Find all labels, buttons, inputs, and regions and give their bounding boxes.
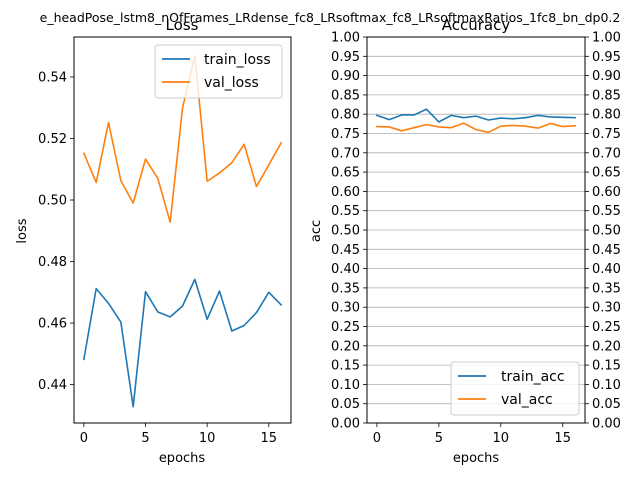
y-tick-label-4: 0.52 bbox=[38, 132, 67, 147]
y-right-tick-label-18: 0.90 bbox=[592, 69, 621, 84]
y-tick-label-5: 0.54 bbox=[38, 70, 67, 85]
train_acc-line bbox=[375, 108, 576, 123]
y-tick-label-3: 0.15 bbox=[331, 359, 360, 374]
y-tick-label-14: 0.70 bbox=[331, 146, 360, 161]
accuracy-legend-label-train: train_acc bbox=[501, 369, 565, 385]
loss-series-lines bbox=[82, 54, 283, 408]
y-tick-label-9: 0.45 bbox=[331, 243, 360, 258]
accuracy-series-lines bbox=[375, 108, 576, 134]
y-right-tick-label-0: 0.00 bbox=[592, 417, 621, 432]
y-tick-label-19: 0.95 bbox=[331, 50, 360, 65]
accuracy-y-axis-label: acc bbox=[309, 220, 324, 242]
y-tick-label-8: 0.40 bbox=[331, 262, 360, 277]
accuracy-legend: train_acc val_acc bbox=[450, 361, 580, 416]
y-tick-label-0: 0.44 bbox=[38, 378, 67, 393]
x-tick-label-2: 10 bbox=[492, 431, 509, 446]
val_acc-line bbox=[376, 122, 576, 134]
y-tick-label-1: 0.46 bbox=[38, 317, 67, 332]
y-tick-label-1: 0.05 bbox=[331, 397, 360, 412]
loss-legend-label-train: train_loss bbox=[204, 52, 271, 68]
y-right-tick-label-14: 0.70 bbox=[592, 146, 621, 161]
y-right-tick-label-17: 0.85 bbox=[592, 88, 621, 103]
y-right-tick-label-8: 0.40 bbox=[592, 262, 621, 277]
accuracy-panel: Accuracy 0 5 10 15 0.00 0.00 0.05 0.05 0.10 0.10… bbox=[309, 16, 621, 466]
y-right-tick-label-20: 1.00 bbox=[592, 31, 621, 46]
y-right-tick-label-1: 0.05 bbox=[592, 397, 621, 412]
figure-suptitle: e_headPose_lstm8_nOfFrames_LRdense_fc8_L… bbox=[40, 10, 621, 25]
y-tick-label-5: 0.25 bbox=[331, 320, 360, 335]
train_loss-line bbox=[82, 278, 283, 408]
y-tick-label-17: 0.85 bbox=[331, 88, 360, 103]
loss-y-axis-label: loss bbox=[15, 218, 30, 243]
y-right-tick-label-10: 0.50 bbox=[592, 224, 621, 239]
y-tick-label-2: 0.48 bbox=[38, 255, 67, 270]
accuracy-x-ticks: 0 5 10 15 bbox=[373, 423, 571, 446]
x-tick-label-2: 10 bbox=[199, 431, 216, 446]
y-tick-label-2: 0.10 bbox=[331, 378, 360, 393]
y-right-tick-label-16: 0.80 bbox=[592, 108, 621, 123]
x-tick-label-1: 5 bbox=[141, 431, 149, 446]
y-right-tick-label-11: 0.55 bbox=[592, 204, 621, 219]
y-tick-label-0: 0.00 bbox=[331, 417, 360, 432]
loss-panel: Loss 0 5 10 15 0.44 0.46 0.48 0.50 0.52 0.54 epo… bbox=[15, 16, 292, 466]
y-tick-label-3: 0.50 bbox=[38, 194, 67, 209]
y-right-tick-label-12: 0.60 bbox=[592, 185, 621, 200]
y-tick-label-11: 0.55 bbox=[331, 204, 360, 219]
x-tick-label-0: 0 bbox=[80, 431, 88, 446]
y-tick-label-16: 0.80 bbox=[331, 108, 360, 123]
y-right-tick-label-5: 0.25 bbox=[592, 320, 621, 335]
y-tick-label-6: 0.30 bbox=[331, 301, 360, 316]
x-tick-label-3: 15 bbox=[554, 431, 571, 446]
y-right-tick-label-9: 0.45 bbox=[592, 243, 621, 258]
y-right-tick-label-7: 0.35 bbox=[592, 281, 621, 296]
loss-legend: train_loss val_loss bbox=[154, 44, 283, 99]
y-tick-label-7: 0.35 bbox=[331, 281, 360, 296]
x-tick-label-1: 5 bbox=[435, 431, 443, 446]
y-right-tick-label-15: 0.75 bbox=[592, 127, 621, 142]
x-tick-label-3: 15 bbox=[261, 431, 278, 446]
accuracy-title: Accuracy bbox=[442, 16, 511, 34]
y-right-tick-label-2: 0.10 bbox=[592, 378, 621, 393]
y-right-tick-label-13: 0.65 bbox=[592, 166, 621, 181]
y-right-tick-label-6: 0.30 bbox=[592, 301, 621, 316]
y-tick-label-4: 0.20 bbox=[331, 339, 360, 354]
loss-x-ticks: 0 5 10 15 bbox=[80, 423, 277, 446]
x-tick-label-0: 0 bbox=[373, 431, 381, 446]
loss-y-ticks: 0.44 0.46 0.48 0.50 0.52 0.54 bbox=[38, 70, 74, 393]
y-tick-label-12: 0.60 bbox=[331, 185, 360, 200]
loss-axes-frame bbox=[73, 36, 292, 424]
loss-title: Loss bbox=[166, 16, 199, 34]
accuracy-x-axis-label: epochs bbox=[453, 451, 500, 466]
y-tick-label-10: 0.50 bbox=[331, 224, 360, 239]
loss-legend-label-val: val_loss bbox=[204, 75, 259, 91]
y-tick-label-15: 0.75 bbox=[331, 127, 360, 142]
y-right-tick-label-19: 0.95 bbox=[592, 50, 621, 65]
y-tick-label-13: 0.65 bbox=[331, 166, 360, 181]
accuracy-y-ticks: 0.00 0.00 0.05 0.05 0.10 0.10 0.15 0.15 0.20 0.20… bbox=[331, 31, 621, 432]
y-right-tick-label-3: 0.15 bbox=[592, 359, 621, 374]
y-right-tick-label-4: 0.20 bbox=[592, 339, 621, 354]
y-tick-label-20: 1.00 bbox=[331, 31, 360, 46]
accuracy-legend-label-val: val_acc bbox=[501, 392, 553, 408]
loss-x-axis-label: epochs bbox=[159, 451, 206, 466]
y-tick-label-18: 0.90 bbox=[331, 69, 360, 84]
val_loss-line bbox=[82, 54, 283, 223]
